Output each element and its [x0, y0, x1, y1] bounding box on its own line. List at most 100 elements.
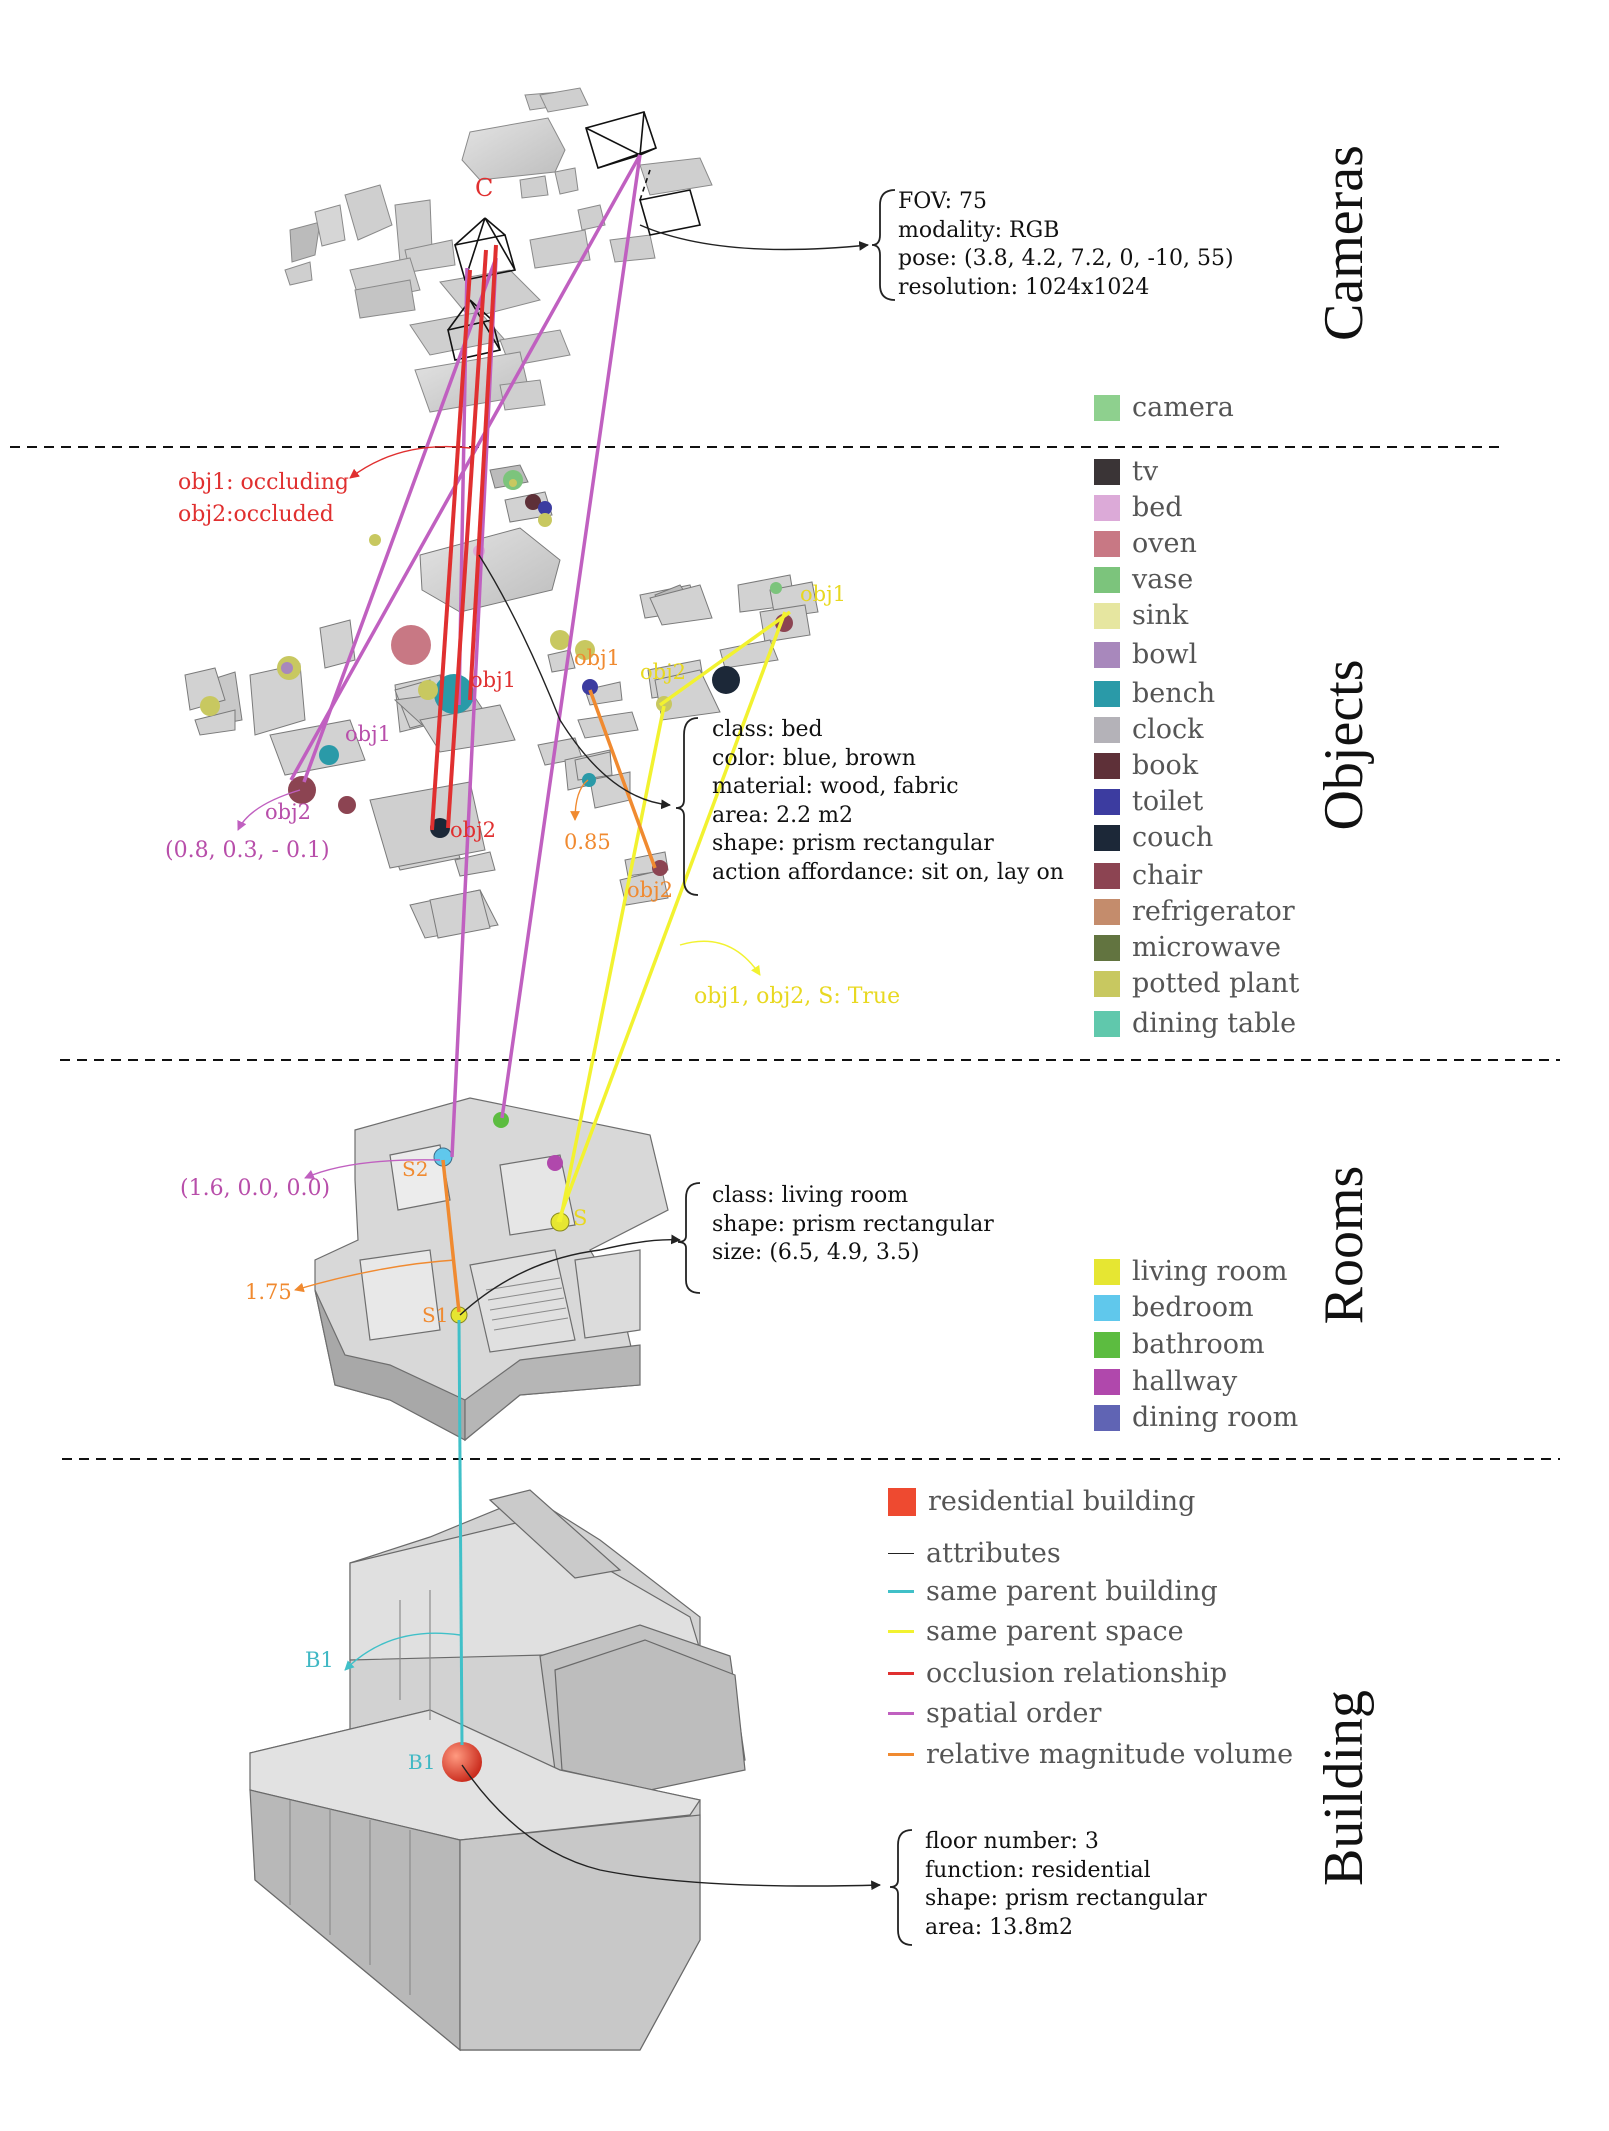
- legend-item: sink: [1094, 600, 1188, 631]
- legend-swatch: [1094, 752, 1120, 779]
- camera-info-line: FOV: 75: [898, 189, 987, 214]
- camera-label: C: [475, 174, 494, 202]
- space-obj2-label: obj2: [640, 660, 686, 684]
- building-b1-left-label: B1: [305, 1648, 334, 1672]
- object-info-line: color: blue, brown: [712, 745, 916, 771]
- legend-swatch: [888, 1487, 916, 1516]
- legend-swatch: [1094, 934, 1120, 961]
- legend-item: camera: [1094, 392, 1234, 423]
- building-mesh: [249, 1489, 746, 2052]
- camera-info-line: resolution: 1024x1024: [898, 274, 1150, 300]
- object-info-panel: class: bed color: blue, brown material: …: [712, 716, 1064, 887]
- legend-line: [888, 1753, 914, 1756]
- legend-label: dining table: [1132, 1008, 1297, 1039]
- legend-item: spatial order: [888, 1698, 1101, 1729]
- legend-line: [888, 1590, 914, 1593]
- legend-item: refrigerator: [1094, 896, 1295, 927]
- building-marker-sphere: [442, 1742, 482, 1782]
- legend-label: microwave: [1132, 932, 1281, 963]
- legend-swatch: [1094, 1294, 1120, 1321]
- legend-label: oven: [1132, 528, 1197, 559]
- object-info-line: material: wood, fabric: [712, 774, 959, 799]
- relative-magnitude-edges: [441, 689, 657, 1313]
- room-ratio-label: 1.75: [245, 1280, 292, 1304]
- legend-label: bathroom: [1132, 1329, 1265, 1360]
- room-info-line: class: living room: [712, 1183, 909, 1208]
- legend-label: tv: [1132, 456, 1159, 487]
- legend-item: relative magnitude volume: [888, 1739, 1293, 1770]
- building-info-line: floor number: 3: [925, 1829, 1099, 1854]
- legend-swatch: [1094, 1258, 1120, 1285]
- layer-title-rooms: Rooms: [1313, 1165, 1375, 1325]
- layer-title-objects: Objects: [1313, 659, 1375, 831]
- legend-swatch: [1094, 1010, 1120, 1037]
- legend-swatch: [1094, 898, 1120, 925]
- room-spheres: [433, 1112, 570, 1324]
- legend-item: bedroom: [1094, 1292, 1254, 1323]
- legend-swatch: [1094, 788, 1120, 815]
- legend-item: clock: [1094, 714, 1204, 745]
- legend-label: attributes: [926, 1538, 1061, 1569]
- magnitude-obj1-label: obj1: [574, 646, 620, 670]
- legend-item: potted plant: [1094, 968, 1299, 999]
- legend-swatch: [1094, 602, 1120, 629]
- legend-item: book: [1094, 750, 1198, 781]
- legend-label: book: [1132, 750, 1199, 781]
- building-info-panel: floor number: 3 function: residential sh…: [925, 1828, 1207, 1942]
- magnitude-obj2-label: obj2: [627, 878, 673, 902]
- legend-swatch: [1094, 1331, 1120, 1358]
- legend-item: oven: [1094, 528, 1197, 559]
- legend-label: toilet: [1132, 786, 1204, 817]
- legend-swatch: [1094, 680, 1120, 707]
- legend-item: bathroom: [1094, 1329, 1265, 1360]
- spatial-vector-label: (0.8, 0.3, - 0.1): [165, 838, 330, 863]
- legend-swatch: [1094, 530, 1120, 557]
- legend-line: [888, 1672, 914, 1675]
- legend-line: [888, 1712, 914, 1715]
- room-vector-label: (1.6, 0.0, 0.0): [180, 1176, 331, 1201]
- camera-info-line: pose: (3.8, 4.2, 7.2, 0, -10, 55): [898, 246, 1234, 271]
- legend-label: sink: [1132, 600, 1189, 631]
- legend-item: bench: [1094, 678, 1215, 709]
- legend-swatch: [1094, 862, 1120, 889]
- legend-swatch: [1094, 458, 1120, 485]
- layer-title-building: Building: [1313, 1689, 1375, 1887]
- room-s1-label: S1: [422, 1303, 449, 1327]
- legend-line: [888, 1630, 914, 1633]
- info-brackets: [675, 189, 913, 1946]
- legend-item: hallway: [1094, 1366, 1237, 1397]
- legend-swatch: [1094, 566, 1120, 593]
- legend-item: bed: [1094, 492, 1183, 523]
- legend-swatch: [1094, 824, 1120, 851]
- legend-label: spatial order: [926, 1698, 1102, 1729]
- object-info-line: class: bed: [712, 717, 823, 742]
- legend-label: residential building: [928, 1486, 1196, 1517]
- occlusion-obj1-label: obj1: [470, 668, 516, 692]
- room-info-line: size: (6.5, 4.9, 3.5): [712, 1240, 920, 1265]
- room-s-label: S: [573, 1206, 588, 1230]
- legend-item: microwave: [1094, 932, 1281, 963]
- legend-swatch: [1094, 641, 1120, 668]
- legend-item: living room: [1094, 1256, 1287, 1287]
- building-b1-marker-label: B1: [408, 1750, 436, 1774]
- spatial-obj2-label: obj2: [265, 800, 311, 824]
- object-info-line: action affordance: sit on, lay on: [712, 859, 1064, 885]
- layer-title-cameras: Cameras: [1313, 145, 1375, 341]
- legend-item: dining table: [1094, 1008, 1296, 1039]
- legend-item: dining room: [1094, 1402, 1298, 1433]
- building-info-line: function: residential: [925, 1857, 1151, 1883]
- legend-label: bench: [1132, 678, 1216, 709]
- legend-label: clock: [1132, 714, 1204, 745]
- annotation-arrows: [237, 224, 881, 1891]
- legend-label: potted plant: [1132, 968, 1300, 999]
- occlusion-edges: [430, 244, 498, 831]
- legend-label: bed: [1132, 492, 1183, 523]
- occluded-label: obj2:occluded: [178, 502, 334, 527]
- room-info-panel: class: living room shape: prism rectangu…: [712, 1182, 994, 1268]
- occluding-label: obj1: occluding: [178, 470, 350, 495]
- magnitude-value-label: 0.85: [564, 830, 611, 854]
- legend-label: dining room: [1132, 1402, 1299, 1433]
- same-parent-building-edge: [457, 1319, 464, 1746]
- building-info-line: area: 13.8m2: [925, 1914, 1074, 1940]
